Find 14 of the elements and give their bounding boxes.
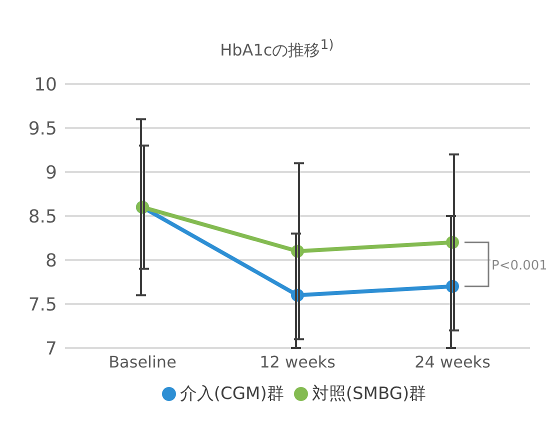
y-tick-label: 8.5 <box>28 206 57 228</box>
y-tick-label: 7 <box>46 338 57 360</box>
legend-label: 対照(SMBG)群 <box>312 384 426 404</box>
y-tick-label: 7.5 <box>28 294 57 316</box>
y-tick-label: 8 <box>46 250 57 272</box>
y-tick-label: 10 <box>34 74 57 96</box>
y-tick-label: 9.5 <box>28 118 57 140</box>
chart-title: HbA1cの推移$^{1)}$ <box>219 38 335 62</box>
x-tick-label: 12 weeks <box>260 352 336 372</box>
y-tick-label: 9 <box>46 162 57 184</box>
annotation: P<0.001 <box>492 258 548 274</box>
legend-label: 介入(CGM)群 <box>180 384 284 404</box>
x-tick-label: Baseline <box>108 352 176 372</box>
x-tick-label: 24 weeks <box>414 352 490 372</box>
